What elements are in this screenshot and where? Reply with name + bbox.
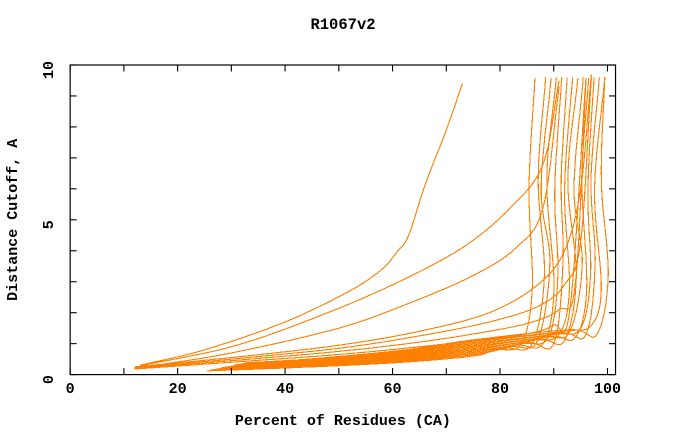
svg-text:80: 80 (491, 381, 509, 398)
svg-text:5: 5 (41, 220, 58, 229)
svg-text:Percent of Residues (CA): Percent of Residues (CA) (235, 413, 451, 430)
svg-text:0: 0 (41, 375, 58, 384)
svg-text:Distance Cutoff, A: Distance Cutoff, A (5, 139, 22, 301)
svg-text:60: 60 (384, 381, 402, 398)
svg-text:0: 0 (66, 381, 75, 398)
svg-text:R1067v2: R1067v2 (310, 16, 375, 34)
svg-text:40: 40 (276, 381, 294, 398)
svg-text:100: 100 (594, 381, 621, 398)
svg-text:10: 10 (41, 61, 58, 79)
svg-text:20: 20 (169, 381, 187, 398)
